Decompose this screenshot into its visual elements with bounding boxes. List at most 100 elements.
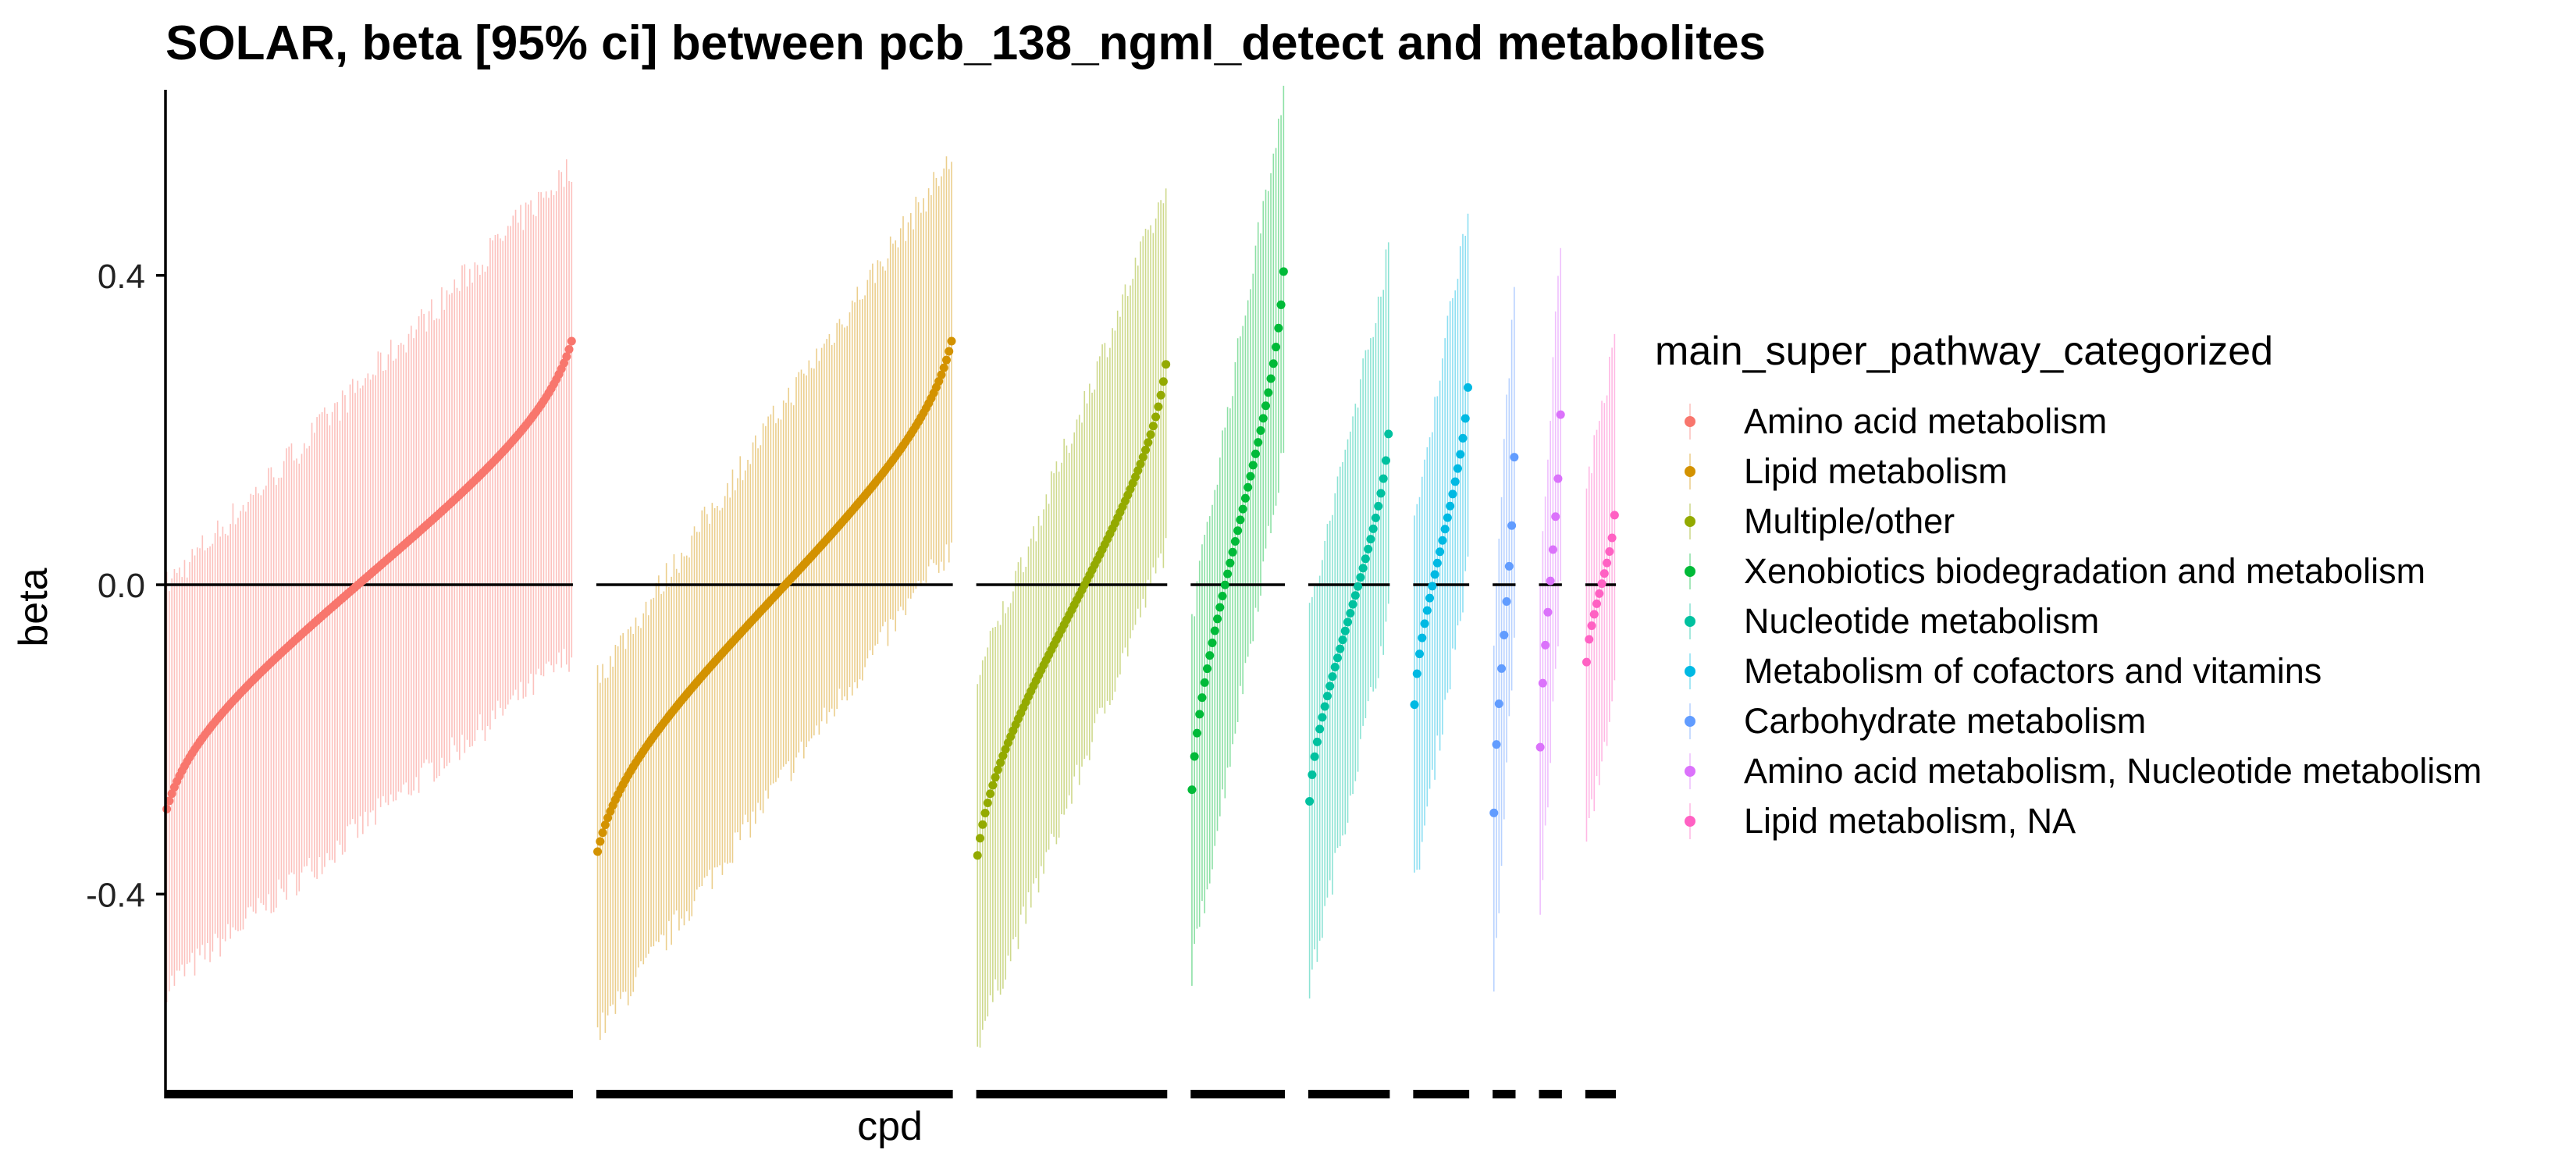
beta-point (983, 798, 992, 807)
x-tick-band (1585, 1090, 1616, 1098)
beta-point (1430, 570, 1439, 579)
beta-point (1412, 669, 1421, 678)
beta-point (1582, 657, 1591, 667)
beta-point (1361, 554, 1370, 564)
beta-point (1158, 377, 1168, 386)
beta-point (1448, 489, 1457, 499)
beta-point (1453, 464, 1462, 473)
beta-point (1146, 430, 1155, 440)
beta-point (1226, 558, 1235, 568)
beta-point (1597, 579, 1606, 589)
beta-point (1346, 608, 1355, 618)
beta-point (1376, 489, 1386, 498)
beta-point (1366, 535, 1375, 544)
beta-point (1230, 536, 1240, 546)
beta-point (1610, 511, 1619, 520)
beta-point (1312, 737, 1322, 746)
legend-label: Carbohydrate metabolism (1744, 701, 2147, 741)
beta-point (1543, 607, 1553, 617)
beta-point (1595, 589, 1604, 598)
beta-point (1356, 573, 1365, 582)
beta-point (1338, 635, 1347, 645)
beta-point (1510, 453, 1519, 462)
beta-point (1330, 663, 1340, 672)
beta-point (1500, 630, 1509, 639)
beta-point (980, 809, 990, 818)
beta-point (1354, 582, 1363, 591)
beta-point (1187, 785, 1197, 795)
beta-point (1256, 425, 1265, 435)
beta-point (1497, 664, 1507, 673)
beta-point (1228, 547, 1237, 557)
beta-point (976, 834, 985, 843)
beta-point (1258, 414, 1268, 423)
point-layer (162, 267, 1619, 860)
x-tick-band (1539, 1090, 1562, 1098)
beta-point (1443, 513, 1452, 522)
beta-point (1538, 678, 1547, 688)
beta-point (1379, 474, 1388, 483)
legend-label: Xenobiotics biodegradation and metabolis… (1744, 551, 2426, 591)
x-tick-band (596, 1090, 953, 1098)
beta-point (1381, 456, 1390, 465)
beta-point (1492, 740, 1501, 749)
beta-point (1138, 453, 1147, 462)
beta-point (564, 344, 574, 354)
legend-key (1667, 699, 1713, 744)
y-axis-label: beta (11, 568, 56, 646)
beta-point (1587, 621, 1596, 631)
beta-point (1371, 513, 1380, 522)
beta-point (1205, 651, 1215, 660)
legend-item: Carbohydrate metabolism (1655, 696, 2482, 746)
legend-key (1667, 499, 1713, 544)
beta-point (1156, 390, 1165, 400)
y-tick-label: 0.0 (98, 567, 145, 605)
legend-label: Amino acid metabolism (1744, 401, 2108, 441)
beta-point (1425, 593, 1435, 603)
beta-point (1197, 693, 1207, 703)
legend-key (1667, 449, 1713, 494)
legend-label: Metabolism of cofactors and vitamins (1744, 651, 2322, 691)
beta-point (1507, 521, 1517, 530)
beta-point (1603, 558, 1612, 568)
beta-point (1384, 429, 1393, 439)
beta-point (1251, 449, 1260, 458)
beta-point (996, 758, 1005, 767)
beta-point (998, 751, 1008, 760)
x-axis-label: cpd (857, 1104, 923, 1149)
chart-title: SOLAR, beta [95% ci] between pcb_138_ngm… (165, 16, 1767, 70)
beta-point (1456, 450, 1465, 459)
beta-point (165, 796, 174, 806)
beta-point (1607, 533, 1617, 543)
beta-point (1358, 564, 1368, 573)
beta-point (1151, 412, 1161, 422)
beta-point (1279, 267, 1288, 276)
beta-point (1220, 580, 1229, 589)
legend-item: Multiple/other (1655, 497, 2482, 546)
beta-point (1202, 664, 1212, 674)
beta-point (1340, 626, 1350, 635)
beta-point (1322, 692, 1332, 701)
beta-point (973, 851, 982, 860)
beta-point (1215, 603, 1225, 612)
x-tick-band (1413, 1090, 1470, 1098)
beta-point (1141, 445, 1151, 454)
legend-item: Amino acid metabolism (1655, 397, 2482, 447)
beta-point (560, 358, 569, 368)
beta-point (1428, 582, 1437, 591)
legend-label: Lipid metabolism (1744, 451, 2008, 491)
beta-point (947, 336, 956, 346)
beta-point (1410, 700, 1419, 710)
beta-point (941, 355, 951, 365)
beta-point (167, 789, 176, 799)
beta-point (1589, 610, 1599, 619)
beta-point (598, 828, 607, 838)
beta-point (937, 370, 946, 379)
legend-item: Lipid metabolism (1655, 447, 2482, 497)
beta-point (1592, 599, 1602, 608)
beta-point (1422, 606, 1432, 615)
beta-point (1190, 752, 1199, 761)
beta-point (1494, 699, 1503, 708)
y-tick-label: -0.4 (86, 876, 145, 914)
